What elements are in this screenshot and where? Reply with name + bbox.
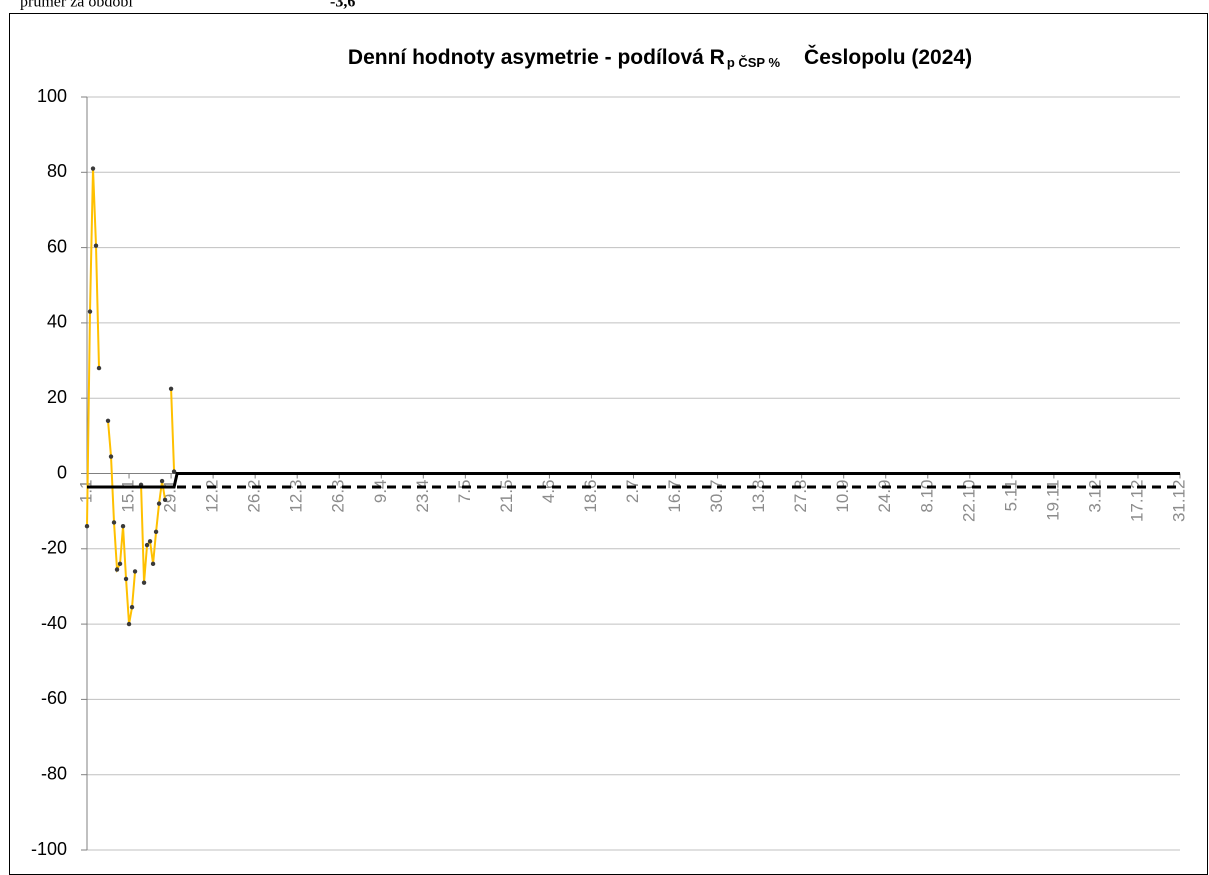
y-tick-label: -20	[41, 538, 67, 558]
x-tick-label: 12.3	[287, 480, 306, 513]
data-point	[105, 418, 111, 423]
x-tick-label: 30.7	[707, 480, 726, 513]
data-point	[171, 469, 177, 474]
data-point	[84, 524, 90, 529]
data-point	[96, 365, 102, 371]
x-tick-label: 12.2	[203, 480, 222, 513]
data-point	[147, 539, 153, 544]
data-point	[153, 529, 159, 535]
series-line	[87, 472, 1180, 489]
y-tick-label: -80	[41, 763, 67, 783]
x-tick-label: 10.9	[833, 480, 852, 513]
x-tick-label: 17.12	[1127, 480, 1146, 523]
data-point	[114, 567, 120, 572]
x-tick-label: 22.10	[959, 480, 978, 523]
data-point	[93, 243, 99, 248]
x-tick-label: 26.2	[245, 480, 264, 513]
data-point	[132, 569, 138, 574]
y-tick-label: 100	[37, 86, 67, 106]
x-tick-label: 24.9	[875, 480, 894, 513]
title-subscript: p ČSP %	[727, 55, 781, 70]
x-tick-label: 26.3	[329, 480, 348, 513]
x-tick-label: 1.1	[76, 480, 95, 504]
data-point	[141, 580, 147, 585]
y-tick-label: -40	[41, 613, 67, 633]
x-tick-label: 9.4	[371, 480, 390, 504]
data-point	[144, 542, 150, 548]
data-point	[87, 309, 93, 314]
data-point	[111, 520, 117, 525]
title-suffix: Česlopolu (2024)	[804, 45, 972, 69]
summary-label: průměr za období	[20, 0, 133, 11]
data-point	[120, 524, 126, 529]
x-tick-label: 27.8	[791, 480, 810, 513]
x-tick-label: 4.6	[539, 480, 558, 504]
data-point	[123, 576, 129, 582]
x-tick-label: 7.5	[455, 480, 474, 504]
data-point	[90, 166, 96, 171]
y-tick-label: 60	[47, 236, 67, 256]
x-tick-label: 18.6	[581, 480, 600, 513]
x-tick-label: 2.7	[623, 480, 642, 504]
y-tick-label: -60	[41, 688, 67, 708]
y-tick-label: 0	[57, 462, 67, 482]
x-tick-label: 19.11	[1043, 480, 1062, 521]
x-tick-label: 3.12	[1085, 480, 1104, 513]
x-tick-label: 8.10	[917, 480, 936, 513]
chart-border	[9, 13, 1208, 875]
data-point	[108, 454, 114, 459]
data-point	[150, 561, 156, 567]
data-point	[156, 501, 162, 506]
data-point	[129, 604, 135, 610]
data-point	[159, 478, 165, 484]
data-point	[168, 386, 174, 391]
data-point	[126, 621, 132, 627]
x-tick-label: 21.5	[497, 480, 516, 513]
x-tick-label: 16.7	[665, 480, 684, 513]
x-tick-label: 23.4	[413, 480, 432, 513]
x-tick-label: 13.8	[749, 480, 768, 513]
x-tick-label: 31.12	[1169, 480, 1188, 523]
y-tick-label: 80	[47, 161, 67, 181]
data-point	[162, 497, 168, 503]
series-line	[86, 168, 176, 625]
y-tick-label: 40	[47, 312, 67, 332]
data-point	[117, 561, 123, 567]
summary-value: -3,6	[330, 0, 355, 11]
title-main: Denní hodnoty asymetrie - podílová R	[348, 46, 725, 69]
y-tick-label: 20	[47, 387, 67, 407]
x-tick-label: 5.11	[1001, 480, 1020, 512]
x-tick-label: 15.1	[119, 480, 138, 513]
y-tick-label: -100	[31, 839, 67, 859]
